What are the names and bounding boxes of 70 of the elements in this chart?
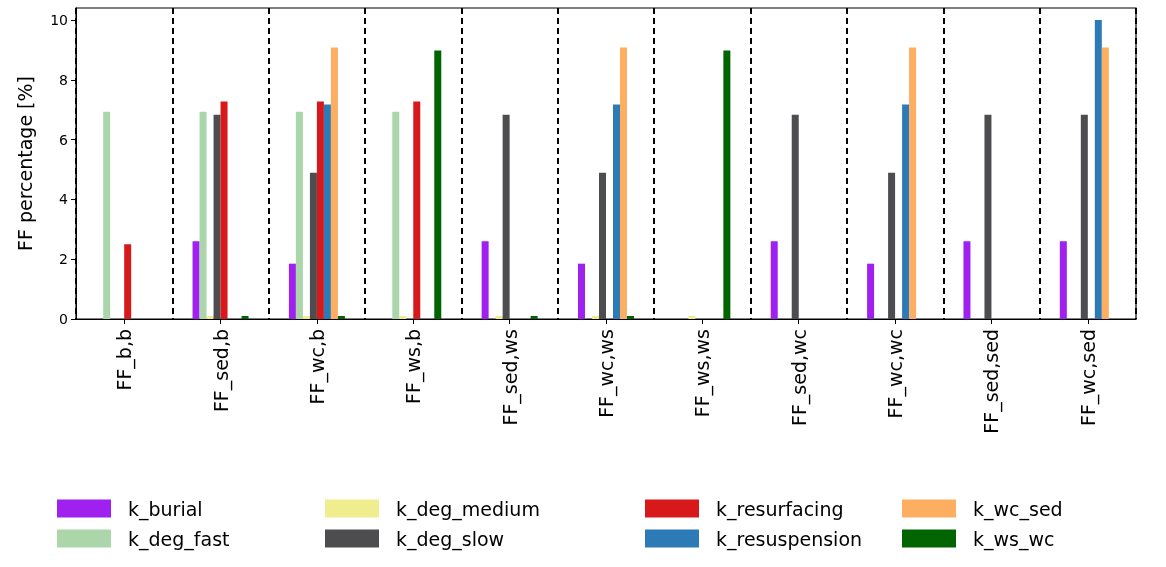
y-tick-label: 4	[59, 191, 69, 208]
bar	[481, 241, 489, 319]
bar	[199, 111, 207, 319]
x-tick-label: FF_wc,b	[305, 329, 329, 405]
bar	[434, 50, 442, 319]
x-tick-label: FF_sed,b	[209, 329, 233, 413]
bar	[413, 101, 421, 319]
bar	[688, 316, 696, 319]
x-tick-label: FF_sed,sed	[980, 329, 1004, 434]
legend-label: k_deg_slow	[396, 527, 505, 551]
legend-label: k_wc_sed	[973, 497, 1063, 521]
bar	[124, 244, 132, 319]
bar	[295, 111, 303, 319]
legend-label: k_resurfacing	[716, 497, 844, 521]
x-tick-label: FF_b,b	[113, 329, 137, 391]
y-tick-label: 10	[50, 11, 68, 28]
bar	[316, 101, 324, 319]
bar	[963, 241, 971, 319]
bar	[613, 104, 620, 319]
legend-label: k_deg_medium	[396, 497, 540, 521]
legend-label: k_ws_wc	[973, 527, 1055, 551]
bar	[1094, 19, 1102, 319]
bar	[620, 47, 627, 319]
x-tick-label: FF_wc,ws	[595, 329, 618, 418]
bar	[530, 316, 538, 319]
bar	[392, 111, 400, 319]
y-tick-label: 0	[59, 311, 68, 327]
bar	[723, 50, 731, 319]
y-tick-label: 8	[59, 71, 68, 88]
legend-label: k_deg_fast	[128, 527, 230, 551]
x-tick-label: FF_wc,sed	[1076, 329, 1100, 427]
bar	[791, 114, 799, 319]
x-tick-label: FF_sed,ws	[498, 329, 522, 426]
bar	[330, 47, 338, 319]
y-tick-label: 2	[59, 251, 68, 268]
y-axis-title: FF percentage [%]	[13, 76, 36, 251]
x-tick-label: FF_ws,ws	[691, 329, 715, 418]
bar	[599, 172, 606, 319]
bar	[502, 114, 510, 319]
bar	[288, 263, 296, 319]
bar	[1080, 114, 1088, 319]
bar	[192, 241, 200, 319]
bar	[309, 172, 317, 319]
bar	[984, 114, 992, 319]
legend-label: k_burial	[128, 497, 203, 521]
x-tick-label: FF_wc,wc	[884, 329, 908, 419]
bar	[902, 104, 910, 319]
bar	[627, 316, 634, 319]
bar	[888, 172, 896, 319]
bar	[103, 111, 111, 319]
bar	[206, 316, 214, 319]
bar	[213, 114, 221, 319]
bar	[495, 316, 503, 319]
bar	[578, 263, 585, 319]
bar	[241, 316, 249, 319]
y-tick-label: 6	[59, 131, 69, 148]
bar	[1059, 241, 1067, 319]
bar	[220, 101, 228, 319]
x-tick-label: FF_sed,wc	[787, 329, 811, 427]
legend-label: k_resuspension	[716, 527, 863, 551]
x-tick-label: FF_ws,b	[402, 329, 426, 404]
bar	[1101, 47, 1109, 319]
bar	[592, 316, 599, 319]
bar	[399, 316, 407, 319]
bar	[867, 263, 875, 319]
bar	[323, 104, 331, 319]
bar	[337, 316, 345, 319]
bar	[302, 316, 310, 319]
bar	[770, 241, 778, 319]
bar	[909, 47, 917, 319]
